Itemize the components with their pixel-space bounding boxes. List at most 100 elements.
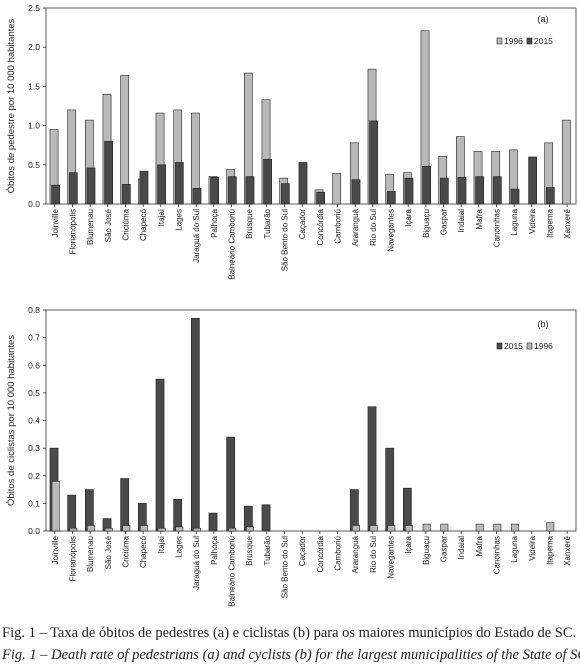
bar-2015-concordia-a — [316, 191, 326, 205]
x-tick-label-concordia-b: Concórdia — [316, 535, 325, 572]
x-tick-label-itapema-a: Itapema — [546, 208, 555, 237]
x-tick-label-jaragua-do-sul-a: Jaraguá do Sul — [192, 209, 201, 263]
bar-2015-blumenau-a — [86, 167, 96, 205]
y-axis-label-b: Óbitos de ciclistas por 10 000 habitante… — [6, 335, 17, 506]
x-tick-label-criciuma-b: Criciúma — [122, 535, 131, 567]
bar-2015-itajai-a — [157, 164, 167, 205]
bar-2015-itapema-a — [545, 187, 555, 205]
bar-2015-palhoca-b — [208, 512, 218, 532]
chart-panel-cyclists: 0.0 0.1 0.2 0.3 0.4 0.5 0.6 0.7 0.8 Óbitos de cic… — [6, 305, 577, 607]
x-tick-label-ararangua-a: Araranguá — [351, 208, 360, 246]
chart-panel-pedestrians: 0.0 0.5 1.0 1.5 2.0 2.5 Óbitos de pedestre por… — [6, 3, 577, 280]
x-tick-label-tubarao-b: Tubarão — [263, 535, 272, 565]
bar-1996-ararangua-b — [352, 525, 360, 532]
bar-1996-brusque-b — [246, 526, 254, 532]
legend-label-2015-b: 2015 — [504, 341, 523, 351]
bar-2015-videira-a — [528, 156, 538, 205]
y-tick-label-b-4: 0.4 — [28, 416, 40, 426]
figure-charts: 0.0 0.5 1.0 1.5 2.0 2.5 Óbitos de pedestre por… — [6, 3, 577, 607]
x-tick-label-blumenau-a: Blumenau — [86, 209, 95, 245]
legend-label-1996-b: 1996 — [534, 341, 553, 351]
x-tick-label-itapema-b: Itapema — [546, 535, 555, 564]
bar-2015-palhoca-a — [210, 177, 220, 205]
bar-2015-florianopolis-b — [67, 494, 77, 532]
bar-2015-ararangua-a — [351, 179, 361, 205]
bar-1996-laguna-b — [511, 523, 519, 532]
bar-2015-criciuma-b — [120, 478, 130, 532]
bar-2015-rio-do-sul-b — [367, 406, 377, 532]
bar-2015-lages-a — [174, 162, 184, 205]
x-tick-label-navegantes-b: Navegantes — [387, 536, 396, 579]
x-tick-label-sao-bento-do-sul-a: São Bento do Sul — [281, 209, 290, 271]
x-tick-label-chapeco-b: Chapecó — [139, 535, 148, 568]
x-tick-label-mafra-a: Mafra — [475, 208, 484, 229]
plot-frame-a — [45, 7, 577, 205]
x-tick-label-cacador-a: Caçador — [298, 209, 307, 240]
x-tick-label-cacador-b: Caçador — [298, 536, 307, 567]
y-tick-label-b-5: 0.5 — [28, 388, 40, 398]
x-tick-label-jaragua-do-sul-b: Jaraguá do Sul — [192, 536, 201, 590]
x-tick-label-joinville-b: Joinville — [51, 535, 60, 564]
y-tick-label-a-1: 0.5 — [28, 160, 40, 170]
x-tick-label-palhoca-b: Palhoça — [210, 535, 219, 564]
x-tick-label-ararangua-b: Araranguá — [351, 535, 360, 573]
x-tick-label-balneario-camboriu-b: Balneário Camboriú — [228, 536, 237, 607]
x-tick-label-criciuma-a: Criciúma — [122, 208, 131, 240]
x-tick-label-icara-b: Içara — [404, 535, 413, 553]
bar-1996-mafra-b — [475, 523, 484, 532]
legend-label-1996-a: 1996 — [504, 36, 523, 46]
x-tick-label-biguacu-a: Biguaçu — [422, 209, 431, 238]
bar-2015-blumenau-b — [84, 489, 94, 532]
x-tick-label-brusque-a: Brusque — [245, 208, 254, 238]
x-tick-label-lages-b: Lages — [175, 536, 184, 558]
y-tick-label-b-8: 0.8 — [28, 305, 40, 315]
bar-2015-ararangua-b — [349, 489, 359, 532]
bar-1996-navegantes-b — [387, 525, 396, 532]
x-tick-label-indaial-b: Indaial — [457, 536, 466, 560]
bar-2015-rio-do-sul-a — [369, 120, 379, 205]
x-tick-label-florianopolis-b: Florianópolis — [69, 536, 78, 581]
bar-2015-brusque-a — [245, 176, 255, 205]
legend-swatch-2015-a — [526, 37, 533, 45]
y-tick-label-b-3: 0.3 — [28, 443, 40, 453]
bar-1996-gaspar-b — [440, 523, 449, 532]
bar-2015-sao-jose-a — [104, 140, 114, 205]
x-tick-label-chapeco-a: Chapecó — [139, 208, 148, 241]
caption-english: Fig. 1 – Death rate of pedestrians (a) a… — [2, 647, 580, 663]
bar-1996-florianopolis-b — [69, 527, 78, 532]
bar-1996-jaragua-do-sul-b — [193, 527, 201, 532]
bar-1996-xanxere-a — [561, 119, 571, 205]
y-tick-label-a-5: 2.5 — [28, 3, 40, 13]
bar-2015-gaspar-a — [439, 177, 449, 205]
bar-2015-itajai-b — [155, 378, 165, 532]
x-tick-label-navegantes-a: Navegantes — [387, 209, 396, 252]
y-tick-label-b-6: 0.6 — [28, 360, 40, 370]
x-tick-label-xanxere-a: Xanxerê — [563, 208, 572, 238]
bar-2015-icara-b — [402, 487, 412, 532]
bar-2015-balneario-camboriu-b — [226, 436, 236, 532]
x-tick-label-camboriu-a: Camboriú — [334, 209, 343, 244]
bar-2015-criciuma-a — [121, 184, 131, 205]
x-tick-label-gaspar-b: Gaspar — [440, 536, 449, 563]
x-tick-label-blumenau-b: Blumenau — [86, 536, 95, 572]
bar-1996-criciuma-b — [122, 525, 131, 532]
bar-1996-joinville-b — [51, 480, 60, 532]
legend-swatch-2015-b — [496, 342, 503, 350]
x-tick-label-palhoca-a: Palhoça — [210, 208, 219, 237]
panel-label-a: (a) — [538, 14, 549, 24]
x-tick-label-canoinhas-b: Canoinhas — [493, 536, 502, 574]
legend-swatch-1996-b — [526, 342, 533, 350]
bar-1996-itajai-b — [157, 527, 166, 532]
x-tick-label-rio-do-sul-a: Rio do Sul — [369, 209, 378, 246]
legend-swatch-1996-a — [496, 37, 503, 45]
x-tick-label-mafra-b: Mafra — [475, 535, 484, 556]
x-tick-label-rio-do-sul-b: Rio do Sul — [369, 536, 378, 573]
x-tick-label-concordia-a: Concórdia — [316, 208, 325, 245]
x-tick-label-balneario-camboriu-a: Balneário Camboriú — [228, 209, 237, 280]
x-tick-label-laguna-b: Laguna — [510, 535, 519, 562]
bar-2015-florianopolis-a — [68, 172, 78, 205]
x-tick-label-brusque-b: Brusque — [245, 535, 254, 565]
y-tick-label-a-3: 1.5 — [28, 81, 40, 91]
bar-1996-balneario-camboriu-b — [228, 527, 237, 532]
bar-2015-cacador-a — [298, 162, 308, 205]
